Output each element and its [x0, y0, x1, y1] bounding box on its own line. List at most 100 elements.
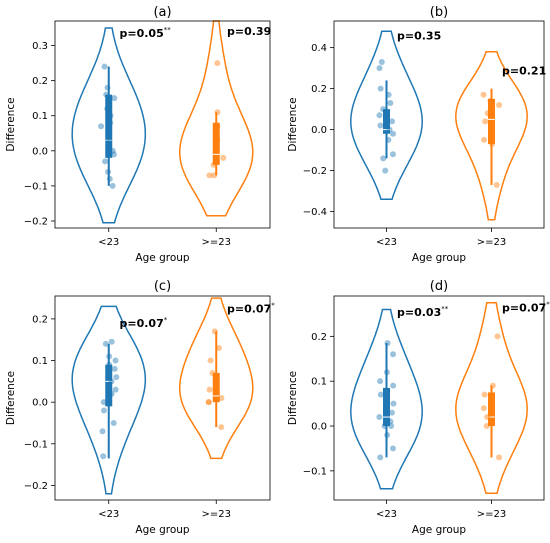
chart-panel: (a) −0.2 −0.1 0.0 0.1 0.2 0.3 <23 >=23 Age group D… [5, 5, 271, 264]
data-point [211, 172, 218, 179]
data-point [110, 151, 117, 158]
data-point [106, 361, 113, 368]
data-point [381, 423, 388, 430]
data-point [100, 453, 107, 460]
y-tick-label: 0.1 [32, 356, 48, 367]
data-point [388, 423, 395, 430]
p-value-annotation: p=0.07* [227, 302, 275, 316]
violin-outline [350, 308, 423, 490]
x-tick-label: >=23 [477, 509, 506, 520]
box-iqr [383, 387, 390, 427]
y-tick-label: 0.1 [32, 111, 48, 122]
data-point [100, 399, 107, 406]
axes-frame [333, 20, 545, 229]
data-point [106, 130, 113, 137]
x-tick-label: <23 [376, 237, 397, 248]
data-point [389, 151, 396, 158]
data-point [108, 390, 115, 397]
data-point [113, 374, 120, 381]
data-point [210, 161, 217, 168]
violin-outline [350, 30, 423, 201]
data-point [218, 424, 225, 431]
data-point [482, 118, 489, 125]
data-point [112, 386, 119, 393]
data-point [496, 102, 503, 109]
data-point [376, 112, 383, 119]
chart-panel: (b) −0.4 −0.2 0.0 0.2 0.4 <23 >=23 Age group Diff… [287, 5, 546, 264]
y-tick-label: 0.2 [32, 314, 48, 325]
y-tick-label: 0.2 [311, 332, 327, 343]
y-tick-label: 0.2 [32, 76, 48, 87]
data-point [377, 378, 384, 385]
data-point [380, 106, 387, 113]
box-iqr [488, 98, 495, 144]
data-point [111, 95, 118, 102]
box-iqr [212, 373, 220, 403]
data-point [376, 414, 383, 421]
data-point [380, 155, 387, 162]
data-point [385, 136, 392, 143]
data-point [211, 328, 218, 335]
data-point [483, 423, 490, 430]
data-point [205, 399, 212, 406]
x-axis-label: Age group [412, 252, 466, 264]
data-point [214, 109, 221, 116]
x-tick-label: >=23 [202, 237, 231, 248]
data-point [489, 140, 496, 147]
data-point [107, 112, 114, 119]
axes-frame [333, 295, 545, 501]
data-point [104, 84, 111, 91]
data-point [110, 419, 117, 426]
p-value-text: p=0.05 [120, 27, 164, 40]
y-tick-label: −0.1 [24, 439, 48, 450]
data-point [484, 414, 491, 421]
data-point [385, 91, 392, 98]
box-iqr [488, 392, 495, 427]
data-point [386, 126, 393, 133]
box-iqr [105, 94, 113, 158]
data-point [104, 105, 111, 112]
data-point [389, 445, 396, 452]
data-point [376, 65, 383, 72]
data-point [390, 382, 397, 389]
data-point [215, 345, 222, 352]
data-point [389, 118, 396, 125]
y-tick-label: 0.0 [311, 125, 327, 136]
p-value-text: p=0.39 [227, 25, 271, 38]
data-point [100, 407, 107, 414]
x-tick-label: <23 [98, 237, 119, 248]
p-value-text: p=0.03 [397, 306, 441, 319]
data-point [206, 386, 213, 393]
y-tick-label: 0.0 [311, 422, 327, 433]
data-point [109, 147, 116, 154]
data-point [383, 369, 390, 376]
y-tick-label: −0.4 [303, 207, 327, 218]
data-point [384, 431, 391, 438]
data-point [206, 172, 213, 179]
chart-panel: (c) −0.2 −0.1 0.0 0.1 0.2 <23 >=23 Age group Diff… [5, 279, 275, 536]
x-axis-label: Age group [412, 524, 466, 536]
data-point [106, 137, 113, 144]
data-point [213, 147, 220, 154]
y-tick-label: 0.2 [311, 84, 327, 95]
violin-outline [455, 50, 528, 221]
data-point [378, 58, 385, 65]
x-tick-label: >=23 [202, 509, 231, 520]
p-value-annotation: p=0.07* [502, 301, 550, 315]
chart-panel: (d) −0.1 0.0 0.1 0.2 <23 >=23 Age group Differen… [287, 279, 550, 536]
significance-stars: ** [441, 305, 449, 313]
p-value-annotation: p=0.03** [397, 305, 449, 319]
data-point [390, 130, 397, 137]
y-axis-label: Difference [5, 371, 17, 425]
p-value-annotation: p=0.21 [502, 64, 546, 77]
data-point [388, 409, 395, 416]
data-point [214, 123, 221, 130]
data-point [108, 378, 115, 385]
panel-title: (d) [430, 279, 448, 294]
data-point [102, 158, 109, 165]
y-tick-label: 0.3 [32, 41, 48, 52]
y-tick-label: 0.0 [32, 398, 48, 409]
data-point [493, 181, 500, 188]
